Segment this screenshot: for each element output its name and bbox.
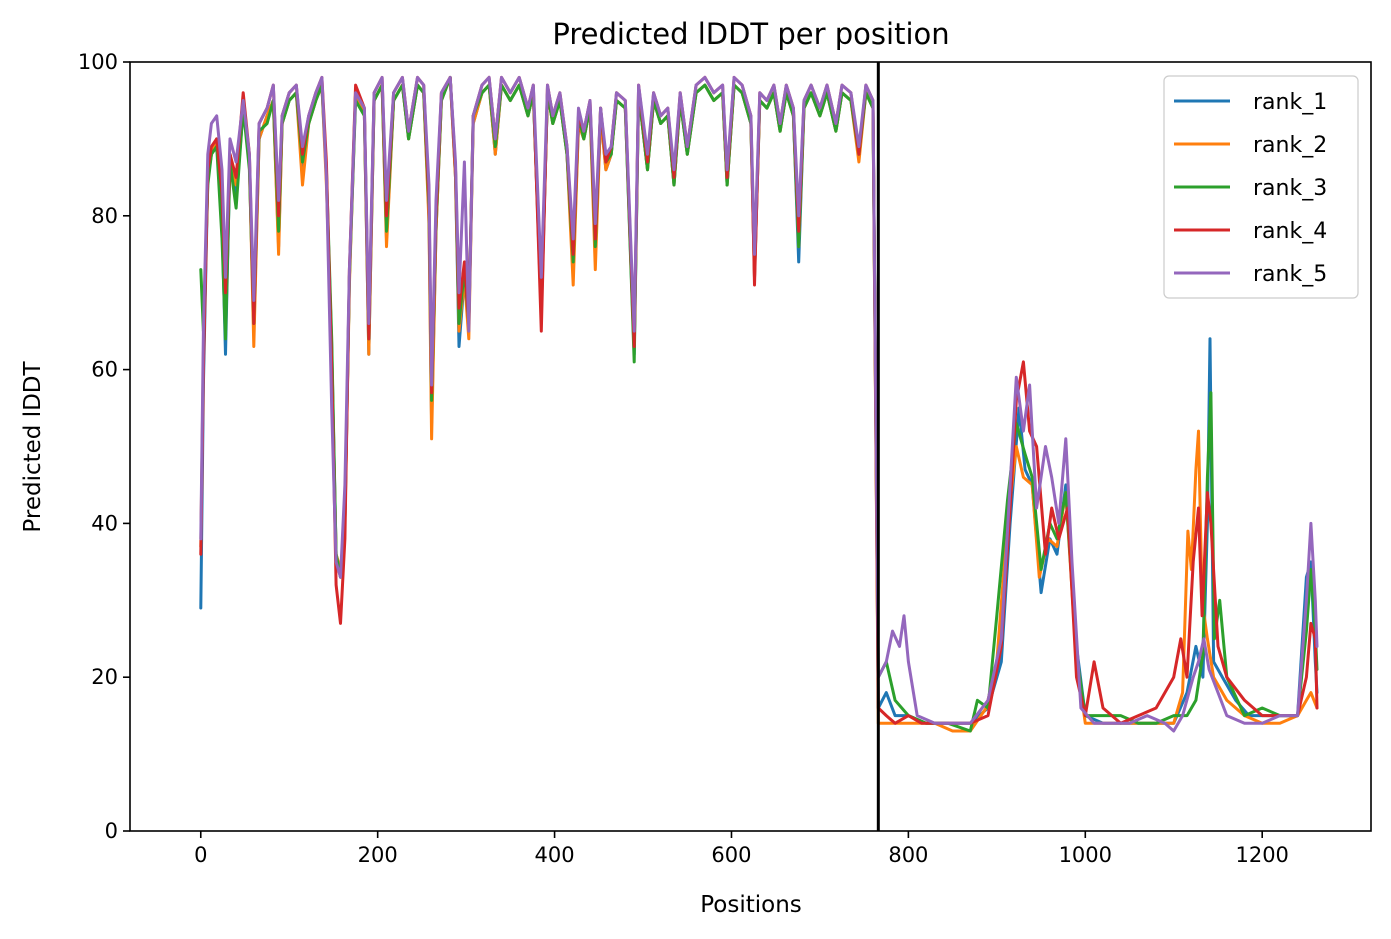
series-line-rank_4 [199,75,1319,725]
y-tick-label: 100 [78,50,118,74]
chart-title: Predicted lDDT per position [552,17,949,51]
x-tick-label: 1200 [1235,843,1288,867]
legend-label-rank_2: rank_2 [1253,133,1327,158]
x-tick-label: 800 [888,843,928,867]
y-tick-label: 60 [91,358,118,382]
y-tick-label: 80 [91,204,118,228]
y-axis: 0 20 40 60 80 100 [78,50,130,843]
plot-frame [129,61,1372,832]
x-tick-label: 0 [194,843,207,867]
x-axis-label: Positions [700,892,802,918]
y-tick-label: 20 [91,665,118,689]
y-axis-label: Predicted lDDT [20,360,46,532]
x-tick-label: 400 [535,843,575,867]
legend-label-rank_3: rank_3 [1253,176,1327,201]
plot-area [199,62,1319,831]
x-axis: 0 200 400 600 800 1000 1200 [194,831,1289,867]
legend-frame [1163,75,1359,299]
x-tick-label: 200 [358,843,398,867]
legend-label-rank_5: rank_5 [1253,262,1327,287]
series-line-rank_5 [199,75,1319,733]
x-tick-label: 1000 [1059,843,1112,867]
x-tick-label: 600 [711,843,751,867]
y-tick-label: 0 [105,819,118,843]
legend-label-rank_4: rank_4 [1253,219,1327,244]
y-tick-label: 40 [91,511,118,535]
legend-label-rank_1: rank_1 [1253,90,1327,115]
legend: rank_1 rank_2 rank_3 rank_4 rank_5 [1163,75,1359,299]
